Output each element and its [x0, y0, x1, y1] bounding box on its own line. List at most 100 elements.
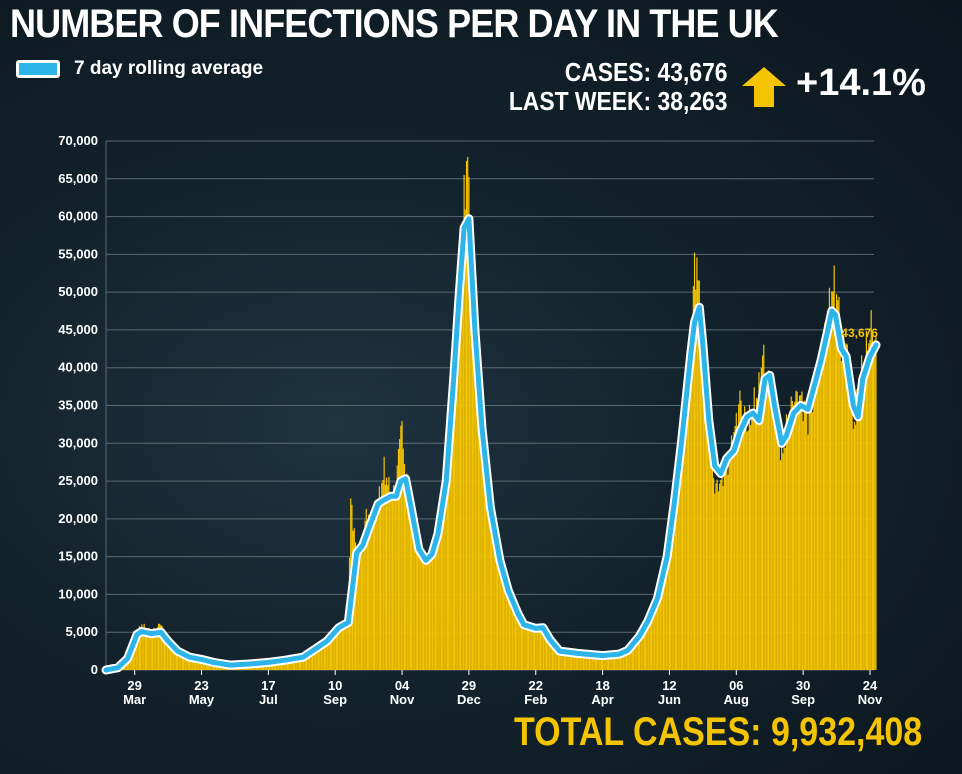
daily-case-bar [755, 397, 758, 670]
daily-case-bar [729, 451, 731, 670]
x-tick-month: Sep [323, 692, 347, 707]
daily-case-bar [702, 346, 704, 670]
daily-case-bar [679, 471, 681, 670]
x-tick-month: Dec [457, 692, 481, 707]
daily-case-bar [872, 346, 875, 670]
daily-case-bar [315, 648, 317, 670]
daily-case-bar [450, 418, 452, 670]
daily-case-bar [482, 456, 484, 670]
daily-case-bar [342, 623, 345, 670]
daily-case-bar [378, 486, 380, 670]
daily-case-bar [862, 374, 864, 670]
daily-case-bar [696, 257, 698, 670]
daily-case-bar [347, 619, 349, 670]
daily-case-bar [545, 632, 548, 670]
daily-case-bar [555, 646, 557, 670]
daily-case-bar [151, 632, 154, 670]
daily-case-bar [284, 660, 286, 670]
daily-case-bar [483, 463, 486, 670]
daily-case-bar [775, 416, 777, 670]
daily-case-bar [304, 656, 306, 670]
daily-case-bar [698, 280, 700, 670]
daily-case-bar [733, 431, 735, 670]
daily-case-bar [340, 623, 342, 670]
daily-case-bar [875, 336, 877, 670]
daily-case-bar [437, 543, 439, 670]
daily-case-bar [508, 590, 511, 670]
daily-case-bar [655, 597, 657, 670]
daily-case-bar [592, 655, 594, 670]
daily-case-bar [581, 654, 583, 670]
daily-case-bar [846, 344, 848, 670]
daily-case-bar [166, 637, 168, 670]
daily-case-bar [800, 395, 802, 670]
daily-case-bar [297, 658, 299, 670]
daily-case-bar [658, 593, 660, 670]
daily-case-bar [440, 505, 443, 670]
daily-case-bar [752, 417, 754, 670]
daily-case-bar [162, 628, 164, 670]
daily-case-bar [144, 628, 146, 670]
daily-case-bar [547, 635, 549, 670]
daily-case-bar [718, 483, 721, 670]
daily-case-bar [490, 503, 493, 670]
daily-case-bar [557, 649, 560, 670]
daily-case-bar [502, 576, 505, 670]
daily-case-bar [598, 654, 600, 670]
daily-case-bar [711, 458, 714, 670]
daily-case-bar [420, 547, 422, 670]
daily-case-bar [623, 651, 625, 670]
daily-case-bar [654, 603, 656, 670]
daily-case-bar [764, 375, 766, 670]
daily-case-bar [845, 343, 847, 670]
daily-case-bar [549, 641, 551, 670]
daily-case-bar [787, 424, 789, 670]
daily-case-bar [612, 654, 614, 670]
daily-case-bar [345, 618, 347, 670]
daily-case-bar [676, 488, 678, 670]
daily-case-bar [524, 624, 526, 670]
daily-case-bar [784, 448, 786, 670]
daily-case-bar [765, 378, 767, 670]
daily-case-bar [686, 389, 688, 670]
daily-case-bar [457, 311, 459, 670]
daily-case-bar [869, 339, 871, 670]
daily-case-bar [633, 643, 635, 670]
daily-case-bar [703, 354, 705, 670]
daily-case-bar [459, 292, 462, 670]
daily-case-bar [449, 421, 451, 670]
daily-case-bar [813, 380, 815, 670]
daily-case-bar [476, 341, 478, 670]
daily-case-bar [395, 492, 397, 670]
daily-case-bar [550, 640, 552, 670]
daily-case-bar [801, 391, 803, 670]
daily-case-bar [519, 618, 521, 670]
daily-case-bar [510, 596, 512, 670]
daily-case-bar [413, 523, 415, 670]
y-tick-label: 65,000 [58, 171, 98, 186]
daily-case-bar [487, 494, 489, 670]
daily-case-bar [465, 160, 468, 670]
daily-case-bar [796, 391, 798, 670]
daily-case-bar [659, 586, 661, 670]
daily-case-bar [296, 658, 298, 670]
daily-case-bar [150, 632, 152, 670]
daily-case-bar [619, 654, 622, 670]
daily-case-bar [492, 525, 494, 670]
daily-case-bar [754, 412, 756, 670]
daily-case-bar [673, 492, 675, 670]
daily-case-bar [564, 652, 567, 670]
daily-case-bar [559, 651, 561, 670]
daily-case-bar [804, 410, 807, 670]
daily-case-bar [863, 362, 865, 670]
daily-case-bar [196, 657, 198, 670]
daily-case-bar [609, 654, 611, 670]
daily-case-bar [359, 548, 361, 670]
daily-case-bar [396, 465, 398, 670]
daily-case-bar [529, 625, 531, 670]
daily-case-bar [443, 483, 445, 670]
daily-case-bar [722, 486, 724, 670]
daily-case-bar [389, 500, 391, 670]
daily-case-bar [822, 343, 825, 670]
